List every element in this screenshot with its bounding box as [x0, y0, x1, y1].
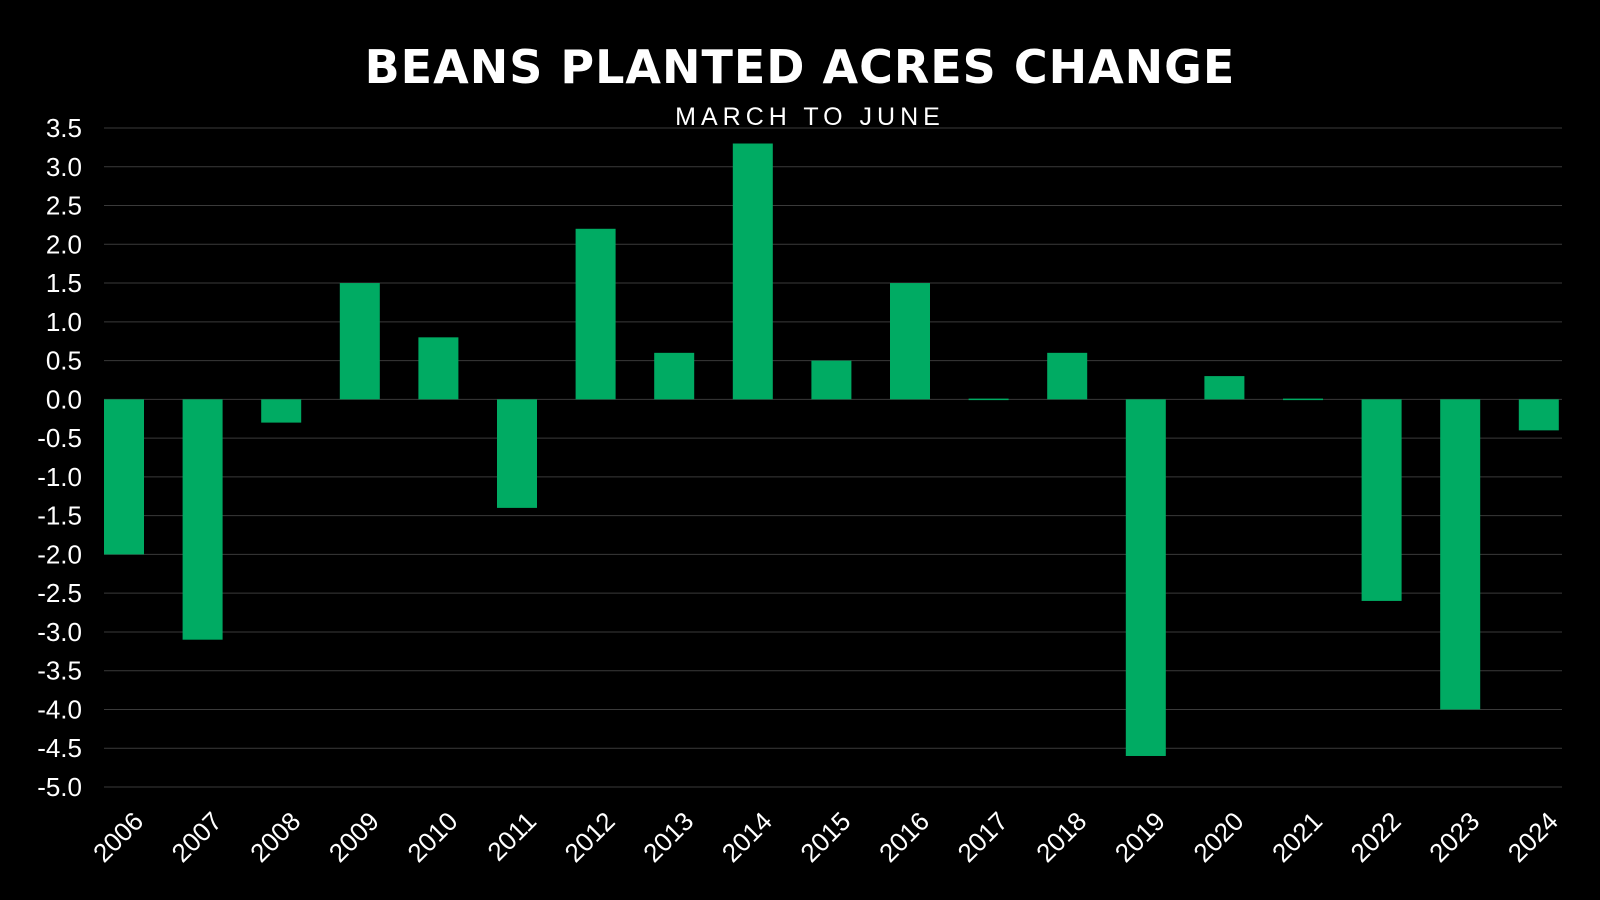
y-tick-label: -1.0 [37, 462, 82, 492]
bars [104, 143, 1559, 756]
x-axis-ticks: 2006 2007 2008 2009 2010 2011 2012 2013 2014 2015… [87, 806, 1564, 868]
bar-2015 [811, 360, 852, 400]
bar-2024 [1518, 399, 1559, 431]
bar-2013 [654, 352, 695, 400]
bar-2023 [1440, 399, 1481, 710]
x-tick-label: 2023 [1423, 806, 1485, 868]
grid-lines [104, 127, 1562, 788]
bar-2017 [968, 398, 1009, 401]
y-tick-label: -5.0 [37, 772, 82, 802]
y-tick-label: 1.0 [46, 307, 82, 337]
x-tick-label: 2017 [952, 806, 1014, 868]
bar-2010 [418, 337, 459, 400]
y-tick-label: -3.0 [37, 617, 82, 647]
x-tick-label: 2018 [1030, 806, 1092, 868]
x-tick-label: 2008 [244, 806, 306, 868]
x-tick-label: 2006 [87, 806, 149, 868]
y-tick-label: -2.0 [37, 539, 82, 569]
bar-2018 [1047, 352, 1088, 400]
y-axis-ticks: 3.5 3.0 2.5 2.0 1.5 1.0 0.5 0.0 -0.5 -1.0 -1.5 -2.0… [37, 113, 82, 802]
bar-2014 [732, 143, 773, 400]
bar-2007 [182, 399, 223, 640]
y-tick-label: 0.0 [46, 384, 82, 414]
x-tick-label: 2022 [1345, 806, 1407, 868]
x-tick-label: 2009 [323, 806, 385, 868]
bar-2006 [104, 399, 144, 555]
y-tick-label: 2.5 [46, 191, 82, 221]
bar-2019 [1125, 399, 1166, 756]
y-tick-label: 3.5 [46, 113, 82, 143]
x-tick-label: 2016 [873, 806, 935, 868]
x-tick-label: 2012 [559, 806, 621, 868]
bar-2008 [261, 399, 302, 423]
bar-2009 [339, 283, 380, 400]
x-tick-label: 2015 [794, 806, 856, 868]
y-tick-label: -4.0 [37, 694, 82, 724]
x-tick-label: 2019 [1109, 806, 1171, 868]
x-tick-label: 2014 [716, 806, 778, 868]
bar-2022 [1361, 399, 1402, 601]
x-tick-label: 2013 [637, 806, 699, 868]
bar-2012 [575, 228, 616, 400]
x-tick-label: 2020 [1187, 806, 1249, 868]
chart-subtitle: MARCH TO JUNE [675, 103, 945, 131]
bar-2020 [1204, 376, 1245, 400]
y-tick-label: -0.5 [37, 423, 82, 453]
y-tick-label: 1.5 [46, 268, 82, 298]
bar-2021 [1283, 398, 1323, 401]
y-tick-label: 2.0 [46, 229, 82, 259]
x-tick-label: 2021 [1266, 806, 1328, 868]
x-tick-label: 2010 [401, 806, 463, 868]
y-tick-label: -2.5 [37, 578, 82, 608]
y-tick-label: 3.0 [46, 152, 82, 182]
y-tick-label: 0.5 [46, 346, 82, 376]
x-tick-label: 2011 [481, 806, 542, 867]
y-tick-label: -3.5 [37, 656, 82, 686]
x-tick-label: 2024 [1502, 806, 1564, 868]
y-tick-label: -1.5 [37, 501, 82, 531]
bar-2011 [497, 399, 537, 508]
chart-title: BEANS PLANTED ACRES CHANGE [364, 40, 1236, 94]
y-tick-label: -4.5 [37, 733, 82, 763]
bar-2016 [890, 283, 930, 400]
x-tick-label: 2007 [166, 806, 228, 868]
